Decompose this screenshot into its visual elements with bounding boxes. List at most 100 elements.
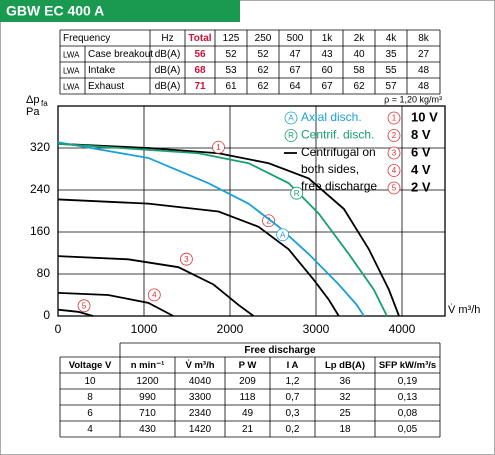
curve-marker-label: R [294,189,300,198]
row-label: Exhaust [88,81,124,92]
cell: 0,3 [286,408,300,419]
cell: 0,13 [398,392,418,403]
y-tick-label: 0 [43,308,50,322]
cell: 68 [194,65,206,76]
x-axis-label: V̇ m³/h [448,303,480,316]
cell: 990 [139,392,156,403]
column-header: 8k [418,33,430,44]
cell: 21 [242,424,254,435]
cell: 48 [418,81,430,92]
cell: 10 [84,376,96,387]
legend-label: Centrif. disch. [301,128,374,142]
y-tick-label: 320 [30,140,50,154]
legend-marker-label: R [288,131,294,140]
cell: 6 [87,408,93,419]
legend-label: 6 V [411,144,431,159]
cell: 43 [321,49,333,60]
cell: 61 [225,81,237,92]
y-axis-label-sub: fa [41,99,48,108]
curve-marker [276,228,290,242]
column-header: 1k [322,33,334,44]
cell: 1420 [189,424,212,435]
curve-marker [179,252,193,266]
cell: 25 [339,408,351,419]
cell: 57 [385,81,397,92]
cell: 430 [139,424,156,435]
header-bar [0,0,240,22]
curve [57,142,388,317]
cell: 4040 [189,376,212,387]
cell: 60 [321,65,333,76]
curve-marker-label: A [280,230,286,239]
cell: 8 [87,392,93,403]
y-tick-label: 80 [37,266,51,280]
cell: 55 [385,65,397,76]
column-header: I A [287,360,299,371]
column-header: 4k [386,33,398,44]
legend-marker [387,164,401,177]
cell: 0,2 [286,424,300,435]
x-tick-label: 0 [55,322,62,336]
cell: 32 [339,392,351,403]
curve-marker-label: 4 [152,290,157,299]
curve-marker [77,299,91,313]
cell: 36 [339,376,351,387]
cell: 52 [257,49,269,60]
curve [57,198,340,317]
curve [57,142,400,317]
legend-label: 2 V [411,179,431,194]
legend-label: 4 V [411,162,431,177]
column-header: P W [239,360,257,371]
legend-marker [387,111,401,125]
column-header: 500 [287,33,304,44]
column-header: 125 [223,33,240,44]
legend-marker [284,129,298,142]
cell: 64 [289,81,301,92]
curve [57,141,365,317]
column-header: Frequency [63,33,110,44]
cell: 35 [385,49,397,60]
cell: 0,05 [398,424,418,435]
curve-marker-label: 2 [266,216,271,225]
x-tick-label: 2000 [217,322,244,336]
cell: 53 [225,65,237,76]
cell: dB(A) [155,81,181,92]
column-header: SFP kW/m³/s [379,360,436,371]
curve-marker [147,288,161,302]
header-title: GBW EC 400 A [6,3,104,19]
cell: 0,08 [398,408,418,419]
cell: 52 [225,49,237,60]
note: ρ = 1,20 kg/m³ [384,94,442,104]
y-axis-label: Δp [26,94,39,106]
curve-marker [212,140,225,154]
cell: 0,19 [398,376,418,387]
table-title: Free discharge [244,345,316,356]
row-symbol: LWA [63,67,80,76]
cell: 67 [321,81,333,92]
cell: 49 [242,408,254,419]
x-tick-label: 4000 [389,322,416,336]
curve-marker-label: 3 [184,255,189,264]
column-header: Hz [161,33,173,44]
cell: dB(A) [155,65,181,76]
x-tick-label: 3000 [303,322,330,336]
legend-marker-label: 3 [392,149,397,158]
legend-marker-label: 1 [392,114,397,123]
y-tick-label: 240 [30,182,50,196]
cell: 62 [257,65,269,76]
curve [57,308,94,317]
curve-marker [290,186,304,200]
row-symbol: LWA [63,51,80,60]
cell: 71 [194,81,206,92]
row-label: Case breakout [88,49,153,60]
cell: 47 [289,49,301,60]
curve [57,255,255,317]
column-header: V̇ m³/h [185,360,214,371]
column-header: Total [188,33,211,44]
legend-marker-label: 4 [392,166,397,175]
curve-marker-label: 1 [216,143,221,152]
column-header: 2k [354,33,366,44]
legend-label: 8 V [411,127,431,142]
